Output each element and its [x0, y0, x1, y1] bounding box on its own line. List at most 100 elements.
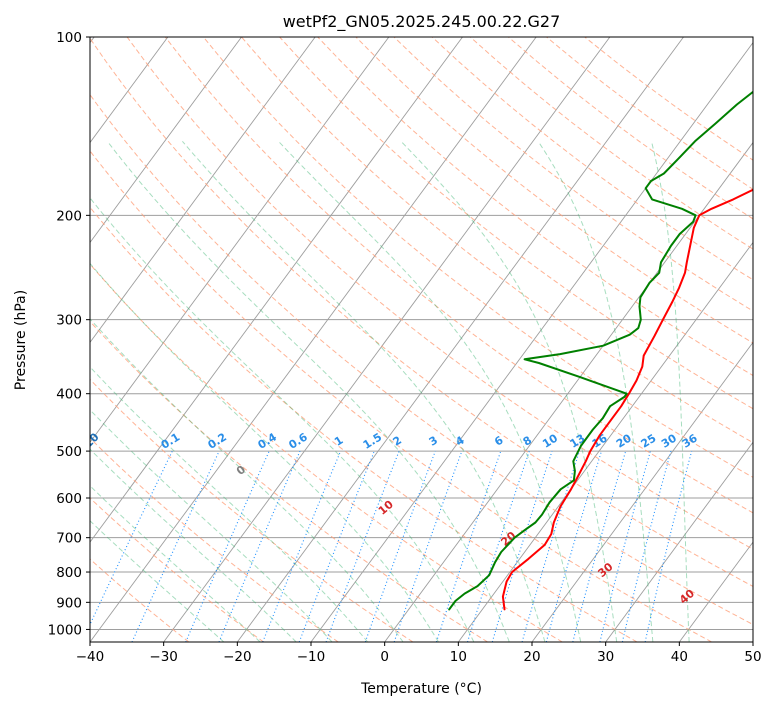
dry-adiabat-line	[90, 497, 264, 642]
isotherm-line	[90, 37, 390, 443]
dry-adiabat-line	[431, 37, 753, 281]
mixing-ratio-label: 8	[521, 434, 534, 449]
mixing-ratio-line	[218, 450, 301, 642]
dry-adiabat-line	[90, 263, 563, 642]
moist-adiabat-line	[90, 366, 368, 642]
y-axis-ticks: 100 200 300 400 500 600 700 800 900 1000	[48, 30, 90, 638]
x-tick-label: −10	[297, 649, 326, 665]
dry-adiabat-line	[90, 206, 638, 642]
isotherm-line	[90, 37, 169, 144]
mixing-ratio-line	[325, 450, 400, 642]
mixing-ratio-line	[185, 450, 270, 642]
mixing-ratio-label: 30	[659, 431, 679, 450]
x-tick-label: 10	[450, 649, 467, 665]
y-axis-label: Pressure (hPa)	[13, 290, 29, 390]
y-tick-label: 200	[56, 208, 82, 224]
isotherm-line	[90, 37, 242, 244]
mixing-ratio-label: 1	[332, 434, 345, 449]
dry-adiabat-line	[90, 320, 488, 642]
dry-adiabat-line	[90, 150, 712, 642]
mixing-ratio-line	[364, 450, 436, 642]
moist-adiabat-label: 40	[677, 587, 697, 607]
dry-adiabat-line	[279, 37, 753, 410]
dry-adiabat-line	[317, 37, 753, 377]
dry-adiabat-line	[546, 37, 753, 190]
moist-adiabat-line	[537, 141, 654, 642]
isotherm-line	[605, 441, 753, 642]
moist-adiabat-label: 20	[498, 529, 518, 549]
y-tick-label: 400	[56, 387, 82, 403]
moist-adiabat-line	[651, 141, 690, 642]
mixing-ratio-line	[466, 450, 530, 642]
x-tick-label: 20	[523, 649, 540, 665]
mixing-ratio-label: 3	[427, 434, 440, 449]
dry-adiabat-label: -20	[0, 390, 5, 413]
moist-adiabat-line	[90, 409, 333, 642]
dry-adiabat-line	[126, 37, 753, 550]
moist-adiabat-label: 10	[376, 498, 396, 518]
mixing-ratio-line	[435, 450, 502, 642]
mixing-ratio-label: 10	[540, 431, 560, 450]
x-tick-label: −40	[76, 649, 105, 665]
isotherm-line	[310, 41, 753, 642]
dry-adiabat-line	[90, 37, 753, 587]
mixing-ratio-line	[393, 450, 463, 642]
mixing-ratio-line	[90, 450, 173, 626]
dewpoint-profile-line	[448, 90, 753, 611]
x-tick-label: 40	[671, 649, 688, 665]
plot-frame	[89, 36, 754, 643]
moist-adiabat-line	[90, 520, 225, 642]
moist-adiabat-line	[90, 448, 297, 642]
mixing-ratio-label: 0.2	[206, 430, 229, 451]
mixing-ratio-line	[572, 450, 627, 642]
dry-adiabat-line	[90, 558, 190, 642]
mixing-ratio-label: 36	[680, 431, 700, 450]
mixing-ratio-label: 20	[614, 431, 634, 450]
mixing-ratio-label: 0.4	[256, 430, 280, 452]
x-tick-label: 0	[380, 649, 389, 665]
x-tick-label: −30	[149, 649, 178, 665]
isotherm-line	[163, 37, 611, 642]
isotherm-line	[457, 241, 753, 642]
mixing-ratio-label: 2	[391, 434, 404, 449]
mixing-ratio-line	[298, 450, 375, 642]
moist-adiabat-line	[90, 318, 404, 642]
isotherm-line	[90, 37, 537, 642]
isotherm-line	[531, 341, 753, 642]
x-axis-ticks: −40 −30 −20 −10 0 10 20 30 40 50	[76, 642, 762, 665]
mixing-ratio-line	[621, 450, 672, 642]
moist-adiabat-line	[400, 140, 618, 642]
moist-adiabat-line	[90, 485, 261, 642]
dry-adiabat-line	[90, 93, 753, 626]
grid-layer: 0.10.20.40.611.52346810131620253036-100-…	[0, 37, 753, 642]
y-tick-label: 100	[56, 30, 82, 46]
mixing-ratio-line	[545, 450, 603, 642]
y-tick-label: 1000	[48, 622, 82, 638]
mixing-ratio-line	[131, 450, 220, 642]
isotherm-line	[384, 141, 753, 642]
dry-adiabat-line	[508, 37, 753, 220]
isotherm-line	[678, 541, 753, 642]
dry-adiabat-label: -10	[78, 430, 101, 453]
plot-border	[89, 36, 754, 643]
moist-adiabat-label: 30	[595, 560, 615, 580]
x-axis-label: Temperature (°C)	[360, 681, 482, 697]
temperature-profile-line	[501, 188, 753, 611]
mixing-ratio-label: 1.5	[361, 430, 384, 451]
y-tick-label: 500	[56, 444, 82, 460]
x-tick-label: 50	[744, 649, 761, 665]
x-tick-label: 30	[597, 649, 614, 665]
dry-adiabat-line	[164, 37, 753, 514]
chart-title: wetPf2_GN05.2025.245.00.22.G27	[283, 12, 561, 32]
y-tick-label: 600	[56, 491, 82, 507]
moist-adiabat-line	[278, 140, 582, 642]
mixing-ratio-line	[262, 450, 342, 642]
x-tick-label: −20	[223, 649, 252, 665]
isotherm-line	[752, 641, 753, 642]
moist-adiabat-line	[90, 197, 475, 642]
isotherm-line	[236, 37, 684, 642]
moist-adiabat-line	[90, 262, 439, 642]
dry-adiabat-line	[90, 437, 339, 642]
moist-adiabat-line	[107, 140, 510, 642]
